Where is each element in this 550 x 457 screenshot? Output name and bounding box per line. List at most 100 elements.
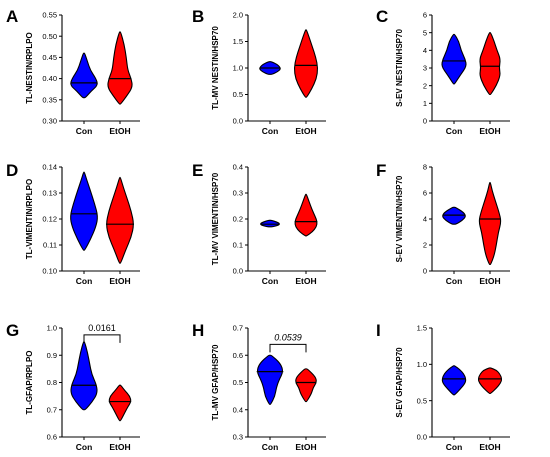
violin-con — [442, 206, 466, 225]
panel-letter: C — [376, 7, 388, 26]
y-tick-label: 0.55 — [42, 11, 57, 20]
y-tick-label: 0.0 — [233, 117, 243, 126]
y-tick-label: 0.8 — [47, 378, 57, 387]
x-tick-label-etoh: EtOH — [479, 276, 500, 286]
y-tick-label: 6 — [423, 189, 427, 198]
x-tick-label-con: Con — [76, 442, 93, 452]
violin-etoh — [478, 182, 502, 266]
panel-g: G 0.6 0.7 0.8 0.9 1.0 Con EtOH TL-GFAP/RPLPO 0.01… — [6, 321, 140, 452]
x-tick-label-con: Con — [262, 126, 279, 136]
x-tick-label-con: Con — [262, 276, 279, 286]
y-tick-label: 0.14 — [42, 163, 57, 172]
panel-letter: B — [192, 7, 204, 26]
y-tick-label: 0.4 — [233, 163, 243, 172]
panel-e: E 0.0 0.1 0.2 0.3 0.4 Con EtOH TL-MV VIMENTIN/HS… — [192, 161, 326, 286]
y-axis-label: TL-MV GFAP/HSP70 — [211, 344, 220, 421]
panel-i: I 0.0 0.5 1.0 1.5 Con EtOH S-EV GFAP/HSP70 — [376, 321, 510, 452]
y-tick-label: 0.0 — [233, 267, 243, 276]
y-tick-label: 1 — [423, 99, 427, 108]
x-tick-label-etoh: EtOH — [295, 442, 316, 452]
x-tick-label-etoh: EtOH — [479, 442, 500, 452]
panel-b: B 0.0 0.5 1.0 1.5 2.0 Con EtOH TL-MV NESTIN/HSP7… — [192, 7, 326, 136]
y-tick-label: 0.9 — [47, 351, 57, 360]
violin-con — [441, 365, 467, 396]
x-tick-label-etoh: EtOH — [109, 442, 130, 452]
y-tick-label: 2 — [423, 81, 427, 90]
violin-etoh — [107, 31, 133, 105]
x-tick-label-con: Con — [262, 442, 279, 452]
y-tick-label: 0.6 — [233, 351, 243, 360]
violin-con — [441, 33, 467, 85]
significance-bracket — [269, 343, 307, 353]
p-value-label: 0.0539 — [274, 332, 302, 342]
y-tick-label: 0.30 — [42, 117, 57, 126]
violin-etoh — [108, 384, 132, 422]
p-value-label: 0.0161 — [88, 323, 116, 333]
y-tick-label: 2 — [423, 241, 427, 250]
y-tick-label: 0.40 — [42, 74, 57, 83]
y-tick-label: 0.13 — [42, 189, 57, 198]
violin-etoh — [477, 367, 503, 394]
y-tick-label: 5 — [423, 28, 427, 37]
y-tick-label: 0.7 — [233, 324, 243, 333]
violin-con — [70, 52, 98, 99]
y-tick-label: 1.0 — [47, 324, 57, 333]
y-tick-label: 2.0 — [233, 11, 243, 20]
panel-f: F 0 2 4 6 8 Con EtOH S-EV VIMENTIN/HSP70 — [376, 161, 510, 286]
y-tick-label: 0.0 — [417, 433, 427, 442]
panel-letter: D — [6, 161, 18, 180]
panel-letter: G — [6, 321, 19, 340]
y-tick-label: 0.7 — [47, 405, 57, 414]
y-tick-label: 0.6 — [47, 433, 57, 442]
y-tick-label: 0.3 — [233, 433, 243, 442]
y-tick-label: 0.10 — [42, 267, 57, 276]
y-tick-label: 0.1 — [233, 241, 243, 250]
y-tick-label: 0 — [423, 117, 427, 126]
y-axis-label: TL-VIMENTIN/RPLPO — [25, 179, 34, 259]
panel-letter: E — [192, 161, 203, 180]
y-tick-label: 1.0 — [233, 64, 243, 73]
violin-etoh — [479, 32, 501, 96]
y-tick-label: 4 — [423, 46, 427, 55]
y-axis-label: S-EV NESTIN/HSP70 — [395, 29, 404, 107]
violin-etoh — [294, 193, 318, 237]
panel-c: C 0 1 2 3 4 5 6 Con EtOH S-EV NESTIN/HSP70 — [376, 7, 510, 136]
x-tick-label-etoh: EtOH — [109, 276, 130, 286]
significance-bracket — [83, 334, 121, 343]
panel-letter: F — [376, 161, 386, 180]
y-tick-label: 0.50 — [42, 32, 57, 41]
x-tick-label-etoh: EtOH — [295, 276, 316, 286]
y-tick-label: 0.35 — [42, 95, 57, 104]
y-tick-label: 0.5 — [233, 90, 243, 99]
panel-h: H 0.3 0.4 0.5 0.6 0.7 Con EtOH TL-MV GFAP/HSP70 0… — [192, 321, 326, 452]
violin-etoh — [106, 176, 134, 264]
y-tick-label: 3 — [423, 64, 427, 73]
x-tick-label-con: Con — [446, 276, 463, 286]
y-tick-label: 6 — [423, 11, 427, 20]
y-tick-label: 0.5 — [417, 396, 427, 405]
y-tick-label: 0 — [423, 267, 427, 276]
panel-letter: H — [192, 321, 204, 340]
y-axis-label: S-EV VIMENTIN/HSP70 — [395, 175, 404, 262]
panel-a: A 0.30 0.35 0.40 0.45 0.50 0.55 Con EtOH TL-NESTI… — [6, 7, 140, 136]
y-tick-label: 1.0 — [417, 360, 427, 369]
y-tick-label: 0.45 — [42, 53, 57, 62]
y-axis-label: TL-NESTIN/RPLPO — [25, 32, 34, 104]
violin-etoh — [295, 368, 317, 403]
y-tick-label: 0.4 — [233, 405, 243, 414]
y-axis-label: TL-GFAP/RPLPO — [25, 351, 34, 415]
y-tick-label: 0.5 — [233, 378, 243, 387]
x-tick-label-con: Con — [446, 442, 463, 452]
panel-letter: I — [376, 321, 381, 340]
y-tick-label: 1.5 — [233, 37, 243, 46]
violin-con — [256, 354, 284, 405]
y-axis-label: S-EV GFAP/HSP70 — [395, 347, 404, 418]
y-tick-label: 8 — [423, 163, 427, 172]
panel-letter: A — [6, 7, 18, 26]
y-axis-label: TL-MV VIMENTIN/HSP70 — [211, 172, 220, 265]
violin-con — [70, 341, 98, 411]
y-tick-label: 4 — [423, 215, 427, 224]
x-tick-label-etoh: EtOH — [295, 126, 316, 136]
panel-d: D 0.10 0.11 0.12 0.13 0.14 Con EtOH TL-VIMENTIN/… — [6, 161, 140, 286]
